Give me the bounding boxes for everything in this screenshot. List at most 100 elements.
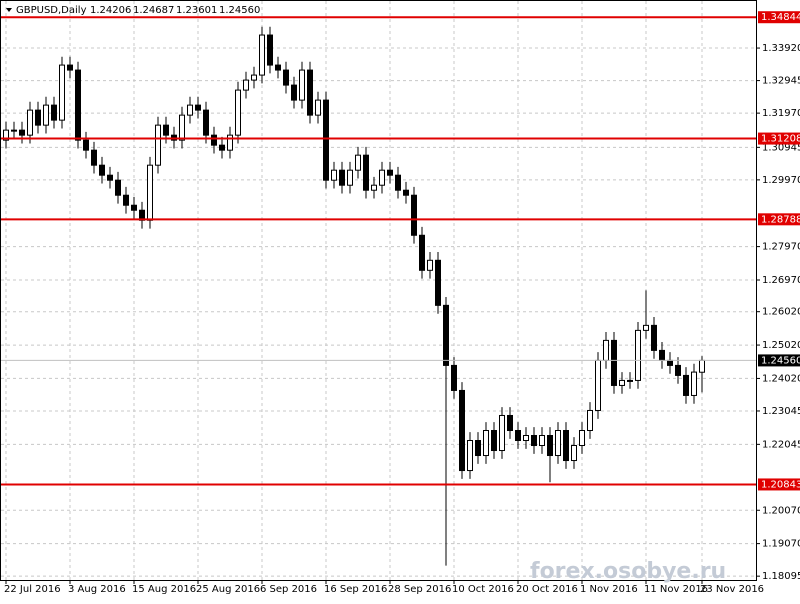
y-tick-label: 1.26970 (762, 275, 800, 286)
candle-body (291, 84, 297, 101)
y-tick-label: 1.25020 (762, 340, 800, 351)
candle-body (75, 69, 81, 141)
x-tick-label: 15 Aug 2016 (132, 584, 196, 595)
candle-body (211, 134, 217, 146)
candle-body (323, 99, 329, 181)
candle-body (347, 169, 353, 186)
overlay: 1.24560 1.34844 1.31208 1.28788 1.20843 (1, 11, 800, 491)
x-tick-label: 1 Nov 2016 (580, 584, 638, 595)
chart-title: GBPUSD,Daily (16, 5, 87, 16)
y-tick-label: 1.19070 (762, 539, 800, 550)
candle-body (459, 389, 465, 472)
candle-body (563, 429, 569, 462)
candle-body (51, 104, 57, 121)
x-tick-label: 10 Oct 2016 (452, 584, 514, 595)
candle-body (115, 179, 121, 196)
candle-body (523, 435, 529, 442)
candle-body (195, 104, 201, 111)
y-tick-label: 1.18095 (762, 571, 800, 582)
candle-body (651, 324, 657, 351)
candle-body (387, 169, 393, 176)
y-tick-label: 1.20070 (762, 505, 800, 516)
candle-body (203, 109, 209, 136)
candle-body (283, 69, 289, 86)
candle-body (187, 104, 193, 116)
candle-body (275, 64, 281, 71)
watermark: forex.osobye.ru (530, 559, 726, 584)
level-box (758, 11, 800, 24)
current-price-label: 1.24560 (761, 355, 800, 366)
y-tick-label: 1.33920 (762, 43, 800, 54)
candle-body (435, 259, 441, 306)
candle-body (19, 129, 25, 136)
candle-body (99, 164, 105, 176)
candle-body (339, 169, 345, 186)
candle-body (43, 104, 49, 126)
candle-body (315, 99, 321, 116)
candle-body (67, 64, 73, 71)
candle-body (179, 114, 185, 141)
candle-body (483, 429, 489, 457)
candle-body (587, 409, 593, 431)
y-tick-label: 1.24020 (762, 373, 800, 384)
y-tick-label: 1.31970 (762, 108, 800, 119)
candle-body (227, 134, 233, 151)
candle-body (475, 440, 481, 457)
candle-body (571, 445, 577, 462)
current-price-box (758, 354, 800, 367)
level-box (758, 213, 800, 226)
x-tick-label: 25 Aug 2016 (196, 584, 260, 595)
candle-body (267, 34, 273, 66)
candle-body (299, 69, 305, 101)
candle-body (579, 429, 585, 447)
level-label: 1.34844 (761, 12, 800, 23)
candle-body (371, 184, 377, 191)
candle-body (355, 154, 361, 171)
candle-body (539, 435, 545, 447)
candle-body (147, 164, 153, 221)
x-tick-label: 11 Nov 2016 (644, 584, 708, 595)
candle-body (419, 234, 425, 271)
candle-body (243, 79, 249, 91)
candle-body (403, 189, 409, 196)
candle-body (611, 339, 617, 386)
candle-body (691, 371, 697, 396)
candle-body (331, 169, 337, 181)
candle-body (83, 139, 89, 151)
candle-body (155, 124, 161, 166)
y-tick-label: 1.22045 (762, 439, 800, 450)
candle-body (427, 259, 433, 271)
candle-body (411, 194, 417, 236)
candle-body (491, 429, 497, 452)
candle-body (619, 379, 625, 386)
candle-body (11, 129, 17, 132)
candle-body (3, 129, 9, 141)
candle-body (699, 359, 705, 373)
candle-body (91, 149, 97, 166)
candle-body (499, 414, 505, 452)
x-tick-label: 16 Sep 2016 (324, 584, 387, 595)
candle-body (467, 440, 473, 472)
candle-body (123, 194, 129, 206)
level-box (758, 132, 800, 145)
candle-body (307, 69, 313, 116)
candle-body (547, 435, 553, 457)
candle-body (595, 359, 601, 411)
ohlc-high: 1.24687 (133, 5, 174, 16)
x-tick-label: 23 Nov 2016 (700, 584, 764, 595)
candle-body (251, 74, 257, 81)
candle-body (379, 169, 385, 186)
candle-body (603, 339, 609, 361)
ohlc-close: 1.24560 (219, 5, 260, 16)
candle-body (507, 414, 513, 431)
candle-body (451, 364, 457, 391)
candle-body (59, 64, 65, 121)
candle-body (531, 435, 537, 447)
candle-body (667, 359, 673, 366)
candle-body (235, 89, 241, 136)
y-tick-label: 1.32945 (762, 76, 800, 87)
candle-body (395, 174, 401, 191)
x-tick-label: 3 Aug 2016 (68, 584, 126, 595)
candle-body (35, 109, 41, 126)
